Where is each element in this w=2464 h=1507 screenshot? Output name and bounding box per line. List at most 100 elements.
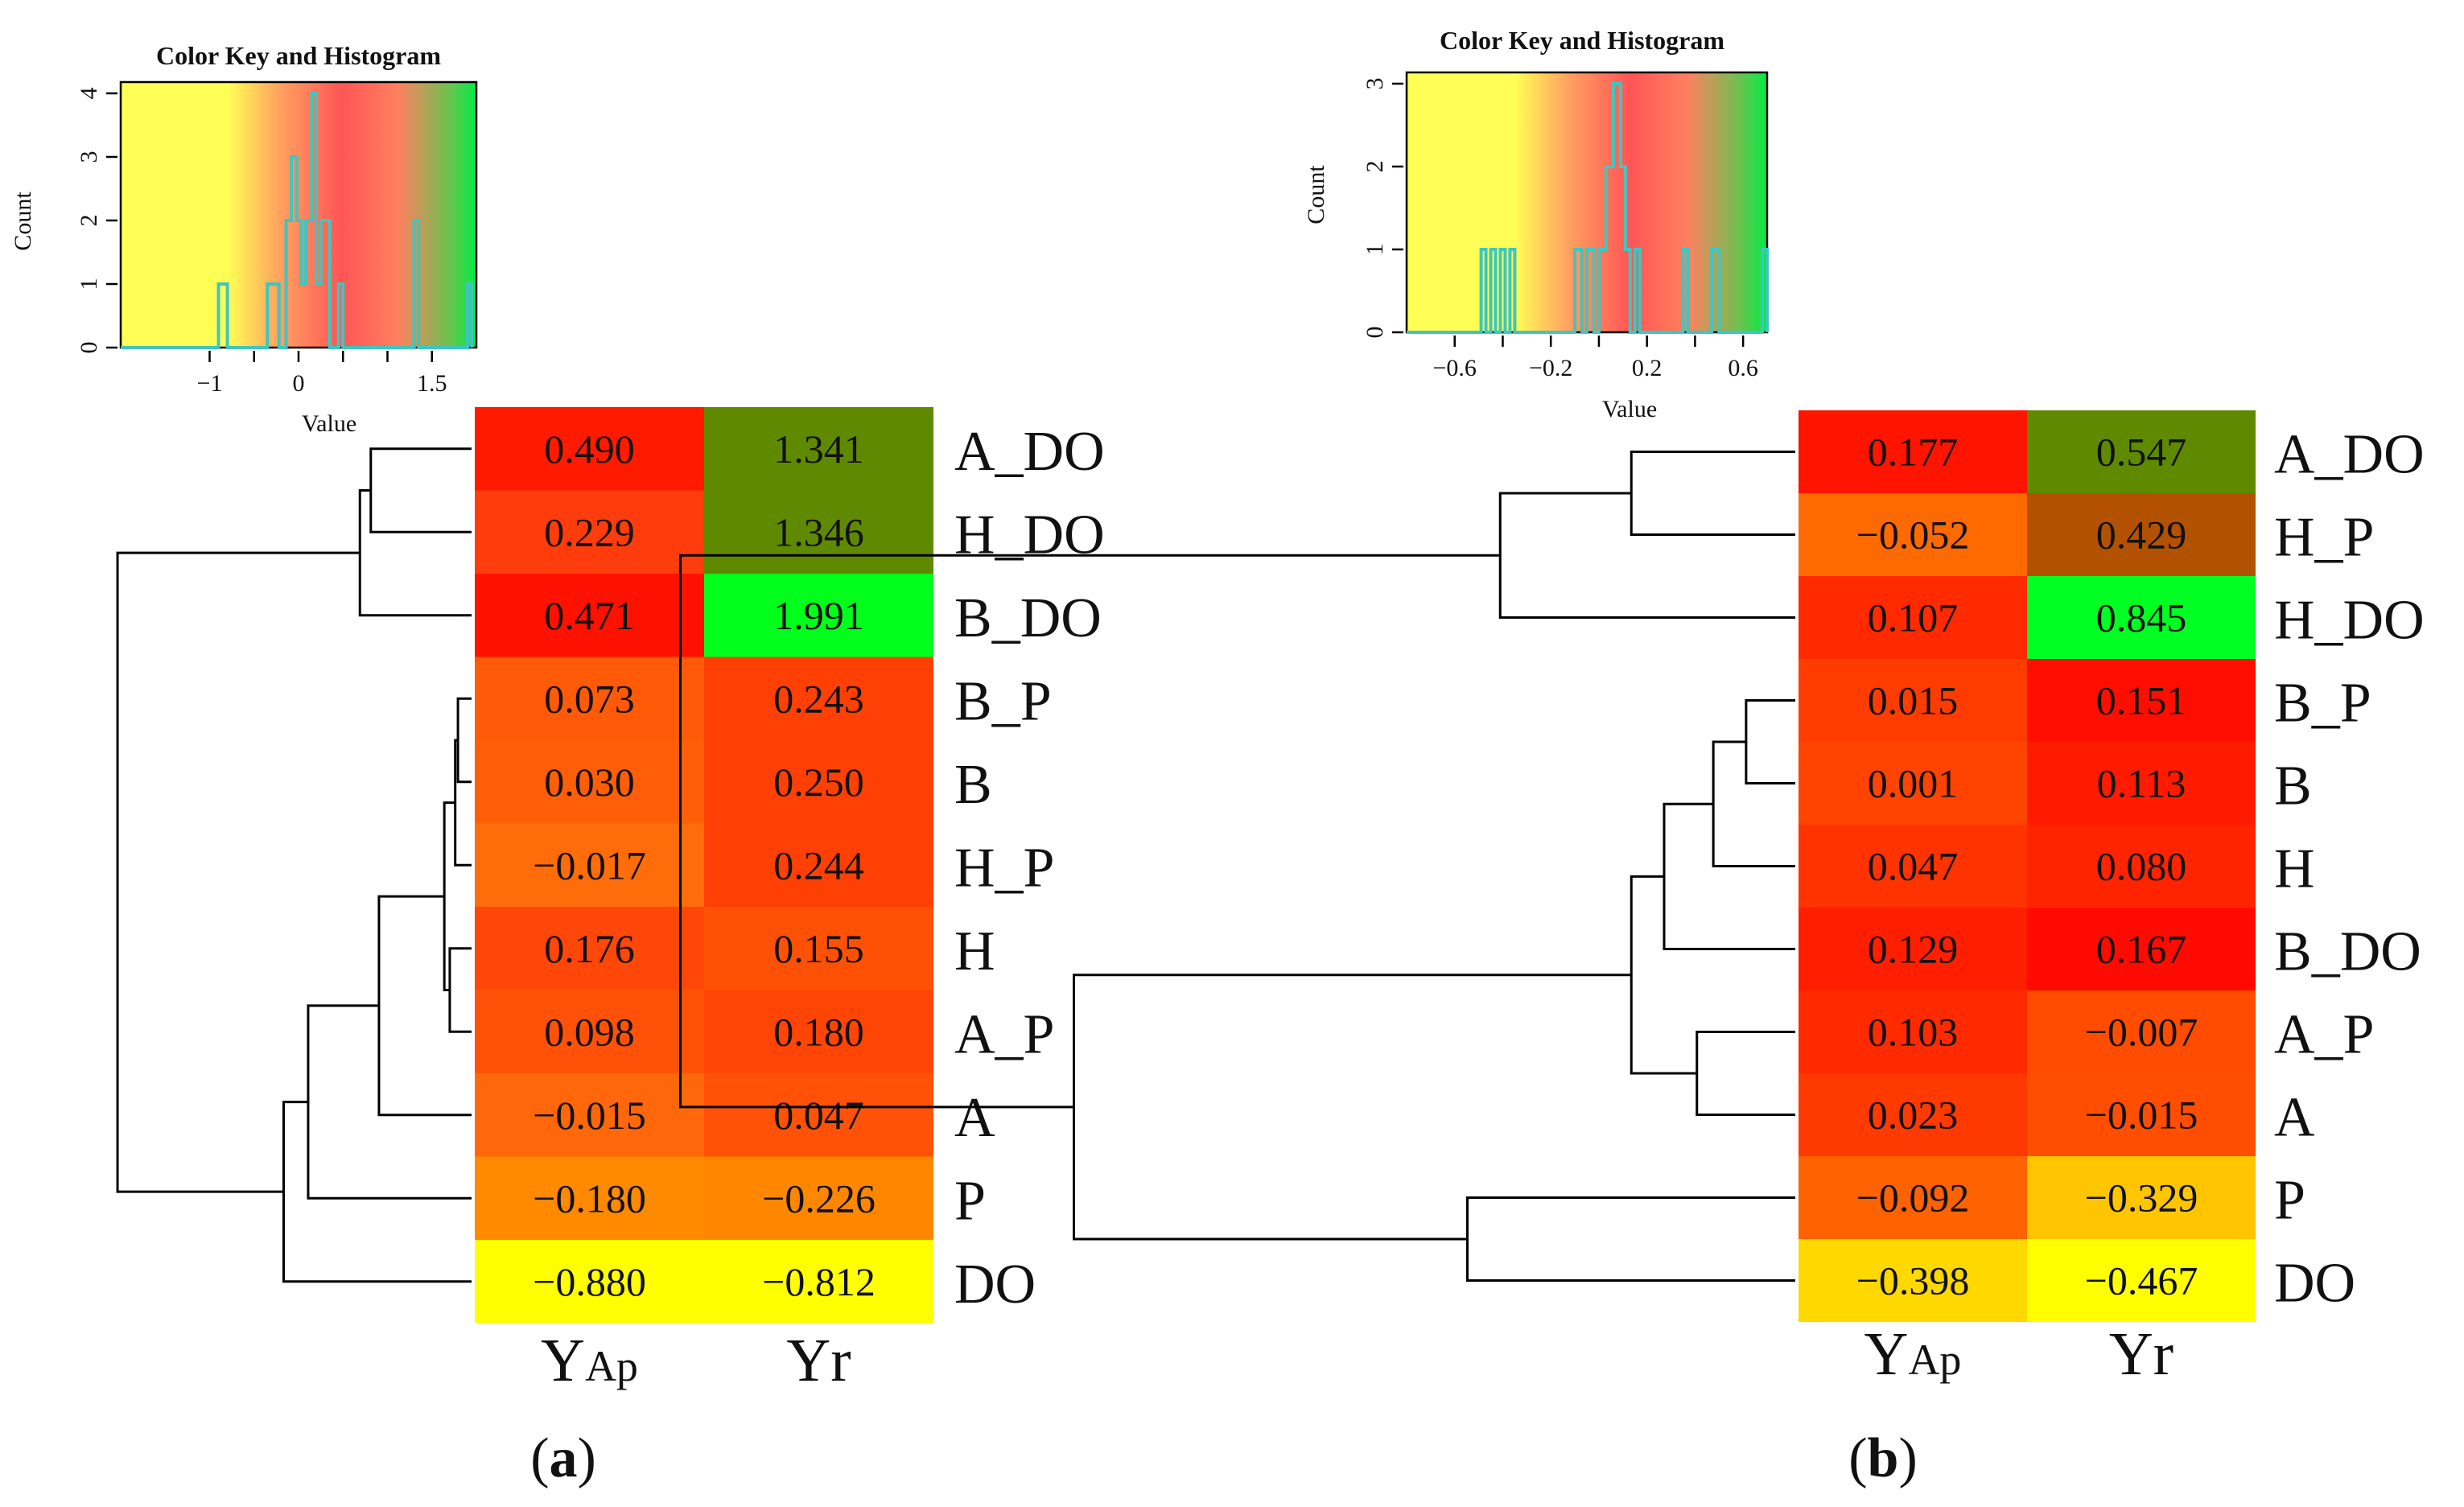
y-tick-label: 4 [76, 88, 102, 100]
cell-value-label: 0.001 [1868, 761, 1959, 806]
heatmap-cell [2027, 493, 2256, 576]
row-label: DO [954, 1254, 1036, 1316]
heatmap-cell [704, 1073, 933, 1157]
cell-value-label: −0.467 [2085, 1258, 2198, 1303]
row-label: H_DO [2274, 590, 2425, 652]
color-key-a: Color Key and Histogram Count Value −1 0 1… [10, 41, 478, 437]
cell-value-label: −0.398 [1856, 1258, 1970, 1303]
heatmap-cell [475, 1156, 704, 1240]
color-key-xlabel-a: Value [302, 410, 356, 437]
cell-value-label: −0.812 [762, 1259, 876, 1304]
column-labels-a: YAp Yr [541, 1327, 851, 1394]
dendrogram-branch [307, 1004, 472, 1200]
dendrogram-branch [1712, 740, 1795, 867]
row-label: B_P [954, 670, 1052, 732]
column-labels-b: YAp Yr [1864, 1320, 2174, 1388]
row-label: B_DO [954, 587, 1102, 649]
dendrogram-branch [678, 554, 1501, 1109]
heatmap-cell [475, 1240, 704, 1324]
row-label: H_P [954, 837, 1054, 899]
heatmap-cell [2027, 825, 2256, 908]
cell-value-label: 0.547 [2096, 430, 2187, 475]
heatmap-cell [704, 740, 933, 824]
heatmap-cell [475, 657, 704, 740]
y-tick-label: 2 [76, 215, 102, 227]
cell-value-label: 1.991 [773, 593, 864, 638]
x-tick-label: 0 [293, 370, 305, 397]
cell-value-label: 0.429 [2096, 513, 2187, 558]
heatmap-grid-b: 0.177 0.547 −0.052 0.429 0.107 0.845 0.015 0.15… [1799, 410, 2425, 1322]
cell-value-label: 0.015 [1868, 678, 1959, 723]
cell-value-label: 0.073 [544, 676, 635, 721]
cell-value-label: 0.047 [1868, 844, 1959, 889]
row-label: B [954, 754, 992, 816]
x-tick-label: −0.2 [1529, 355, 1572, 381]
color-key-ylabel-a: Count [10, 191, 36, 251]
panel-b: Color Key and Histogram Count Value −0.6… [678, 26, 2425, 1489]
cell-value-label: 0.023 [1868, 1093, 1959, 1138]
column-label-subscript: Ap [585, 1342, 638, 1390]
heatmap-cell [1799, 659, 2027, 742]
panel-letter-b: b [1868, 1427, 1899, 1489]
cell-value-label: 0.490 [544, 426, 635, 471]
row-label: A_DO [2274, 424, 2425, 486]
color-key-gradient [119, 80, 478, 349]
heatmap-cell [704, 490, 933, 574]
x-tick-label: 0.6 [1728, 355, 1758, 381]
panel-label-b: (b) [1848, 1427, 1918, 1489]
x-tick-label: 0.2 [1632, 355, 1663, 381]
dendrogram-branch [1466, 1196, 1795, 1282]
heatmap-cell [2027, 659, 2256, 742]
heatmap-cell [2027, 410, 2256, 493]
heatmap-cell [1799, 990, 2027, 1073]
row-label: B_DO [2274, 921, 2421, 983]
heatmap-cell [475, 574, 704, 657]
heatmap-cell [2027, 576, 2256, 659]
cell-value-label: −0.017 [533, 842, 646, 887]
x-tick-label: −1 [197, 370, 223, 397]
heatmap-grid-a: 0.490 1.341 0.229 1.346 0.471 1.991 0.073 0.243… [475, 407, 1105, 1324]
row-label: P [954, 1170, 986, 1232]
cell-value-label: 0.845 [2096, 595, 2187, 640]
heatmap-cell [704, 1240, 933, 1324]
row-label: B_P [2274, 673, 2371, 735]
heatmap-cell [1799, 410, 2027, 493]
cell-value-label: 0.471 [544, 593, 635, 638]
column-label: Yr [2109, 1320, 2174, 1388]
heatmap-cell [704, 823, 933, 907]
heatmap-cell [1799, 825, 2027, 908]
cell-value-label: 0.167 [2096, 927, 2187, 972]
dendrogram-branch [454, 739, 472, 867]
column-label: YAp [541, 1327, 638, 1394]
dendrogram-branch [443, 801, 455, 991]
cell-value-label: −0.880 [533, 1259, 646, 1304]
cell-value-label: 0.098 [544, 1009, 635, 1054]
dendrogram-branch [1663, 802, 1795, 950]
heatmap-cell [704, 1156, 933, 1240]
cell-value-label: 0.080 [2096, 844, 2187, 889]
x-tick-label: 1.5 [417, 370, 447, 397]
x-tick-label: −0.6 [1433, 355, 1477, 381]
cell-value-label: 0.129 [1868, 927, 1959, 972]
cell-value-label: 0.176 [544, 926, 635, 971]
dendrogram-branch [1498, 492, 1795, 619]
cell-value-label: −0.007 [2085, 1010, 2198, 1055]
cell-value-label: 0.177 [1868, 430, 1959, 475]
dendrogram-branch [369, 447, 472, 533]
cell-value-label: −0.015 [533, 1093, 646, 1138]
color-key-title-a: Color Key and Histogram [156, 41, 441, 70]
heatmap-cell [1799, 493, 2027, 576]
row-label: DO [2274, 1253, 2355, 1315]
panel-label-a: (a) [530, 1427, 596, 1489]
heatmap-cell [2027, 742, 2256, 825]
color-key-b: Color Key and Histogram Count Value −0.6… [1303, 26, 1769, 422]
heatmap-cell [475, 990, 704, 1073]
dendrogram-branch [1696, 1031, 1795, 1116]
cell-value-label: −0.015 [2085, 1093, 2198, 1138]
cell-value-label: −0.329 [2085, 1176, 2198, 1221]
dendrogram-branch [448, 947, 472, 1033]
cell-value-label: 0.103 [1868, 1010, 1959, 1055]
color-key-xlabel-b: Value [1602, 396, 1657, 422]
dendrogram-branch [1630, 875, 1697, 1075]
dendrogram-branch [456, 697, 472, 784]
